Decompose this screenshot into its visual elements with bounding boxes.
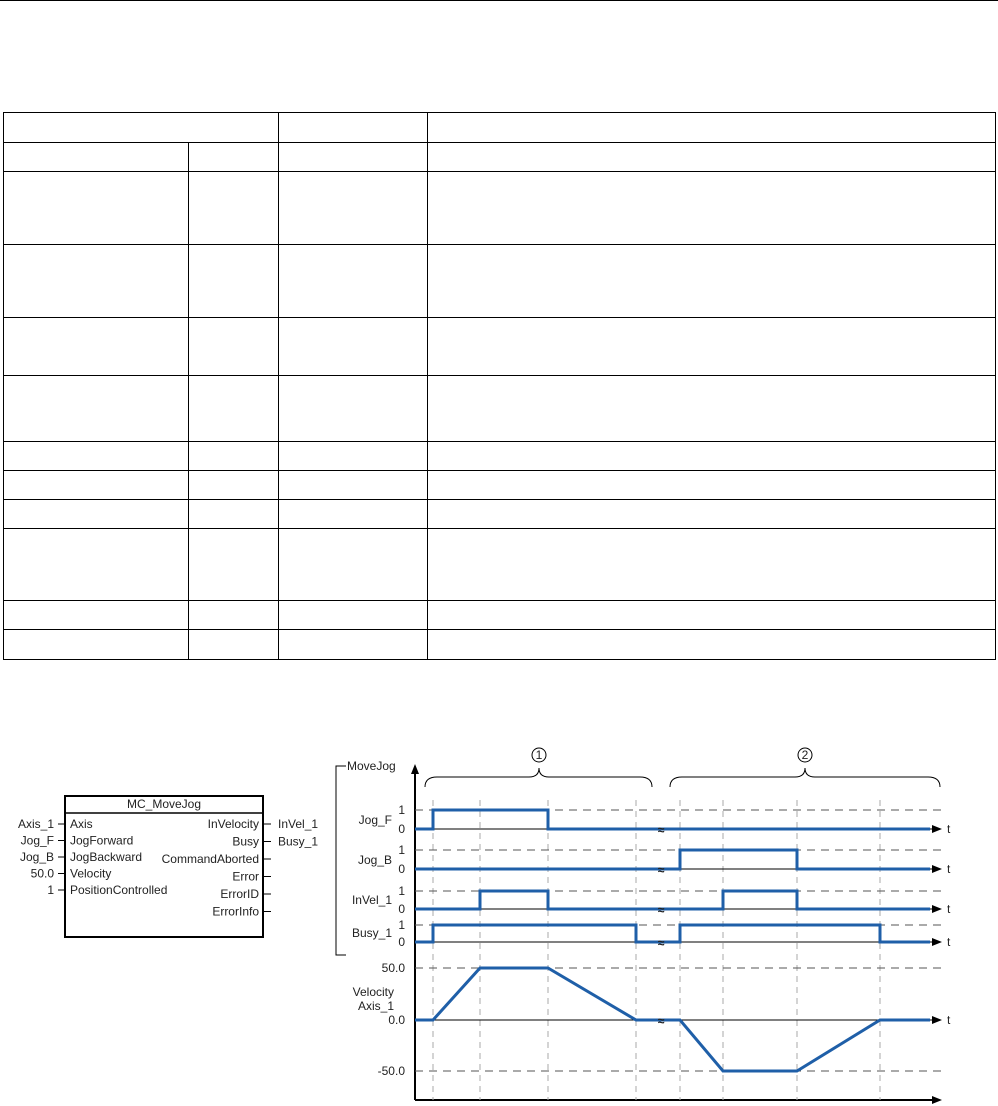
table-row bbox=[3, 317, 996, 376]
table-row bbox=[3, 600, 996, 630]
table-header-row bbox=[3, 112, 996, 143]
input-signal: Axis_1 bbox=[18, 817, 54, 831]
input-pin-name: JogBackward bbox=[70, 850, 142, 864]
velocity-label: Axis_1 bbox=[358, 999, 394, 1013]
level-low-label: 0 bbox=[398, 902, 405, 916]
time-label: t bbox=[947, 902, 951, 916]
time-label: t bbox=[947, 862, 951, 876]
velocity-tick: -50.0 bbox=[378, 1064, 406, 1078]
signal-waveform bbox=[415, 923, 930, 944]
signal-label: Jog_F bbox=[359, 813, 392, 827]
input-signal: 50.0 bbox=[31, 867, 55, 881]
time-label: t bbox=[947, 935, 951, 949]
signal-label: Jog_B bbox=[358, 853, 392, 867]
signal-waveform bbox=[415, 889, 930, 911]
output-pin-name: Error bbox=[232, 870, 259, 884]
block-title: MC_MoveJog bbox=[127, 797, 201, 811]
phase-marker-label: 2 bbox=[802, 748, 809, 762]
signal-waveform bbox=[415, 808, 930, 831]
group-label: MoveJog bbox=[347, 759, 396, 773]
phase-marker bbox=[531, 747, 547, 763]
level-high-label: 1 bbox=[398, 803, 405, 817]
level-high-label: 1 bbox=[398, 843, 405, 857]
phase-marker bbox=[797, 747, 813, 763]
break-icon: ≈ bbox=[658, 863, 665, 877]
velocity-label: Velocity bbox=[353, 985, 394, 999]
break-icon: ≈ bbox=[658, 936, 665, 950]
parameter-table bbox=[3, 112, 996, 660]
output-pin-name: ErrorID bbox=[220, 887, 259, 901]
level-low-label: 0 bbox=[398, 935, 405, 949]
output-pin-name: CommandAborted bbox=[162, 852, 259, 866]
output-pin-name: InVelocity bbox=[208, 817, 259, 831]
signal-label: InVel_1 bbox=[352, 893, 392, 907]
velocity-tick: 50.0 bbox=[382, 961, 406, 975]
level-high-label: 1 bbox=[398, 918, 405, 932]
level-low-label: 0 bbox=[398, 822, 405, 836]
break-icon: ≈ bbox=[658, 903, 665, 917]
input-pin-name: Velocity bbox=[70, 867, 111, 881]
output-pin-name: Busy bbox=[232, 835, 259, 849]
signal-label: Busy_1 bbox=[352, 926, 392, 940]
table-row bbox=[3, 441, 996, 471]
output-signal: Busy_1 bbox=[278, 835, 318, 849]
function-block: MC_MoveJog Axis Axis_1 JogForward Jog_F JogB… bbox=[18, 795, 318, 938]
time-arrow bbox=[932, 865, 942, 873]
input-signal: Jog_F bbox=[21, 834, 54, 848]
break-icon: ≈ bbox=[658, 1014, 665, 1028]
time-arrow bbox=[932, 1016, 942, 1024]
output-signal: InVel_1 bbox=[278, 817, 318, 831]
phase-brace bbox=[424, 767, 653, 788]
input-signal: 1 bbox=[47, 883, 54, 897]
time-arrow bbox=[932, 905, 942, 913]
time-arrow bbox=[932, 825, 942, 833]
table-row bbox=[3, 244, 996, 318]
time-axis-arrow bbox=[932, 1096, 942, 1104]
page-header-rule bbox=[0, 0, 998, 1]
group-bracket bbox=[335, 765, 346, 956]
time-label: t bbox=[947, 1013, 951, 1027]
velocity-tick: 0.0 bbox=[388, 1013, 405, 1027]
input-pin-name: PositionControlled bbox=[70, 883, 167, 897]
output-pin-name: ErrorInfo bbox=[212, 905, 259, 919]
table-row bbox=[3, 528, 996, 601]
table-row bbox=[3, 470, 996, 500]
phase-brace bbox=[669, 767, 941, 788]
level-high-label: 1 bbox=[398, 884, 405, 898]
input-signal: Jog_B bbox=[20, 850, 54, 864]
input-pin-name: Axis bbox=[70, 817, 93, 831]
break-icon: ≈ bbox=[658, 823, 665, 837]
time-label: t bbox=[947, 822, 951, 836]
velocity-waveform bbox=[415, 966, 930, 1073]
table-row bbox=[3, 171, 996, 245]
signal-waveform bbox=[415, 848, 930, 871]
phase-marker-label: 1 bbox=[536, 748, 543, 762]
y-axis-arrow bbox=[411, 764, 419, 774]
table-row bbox=[3, 629, 996, 660]
input-pin-name: JogForward bbox=[70, 834, 133, 848]
level-low-label: 0 bbox=[398, 862, 405, 876]
time-arrow bbox=[932, 938, 942, 946]
